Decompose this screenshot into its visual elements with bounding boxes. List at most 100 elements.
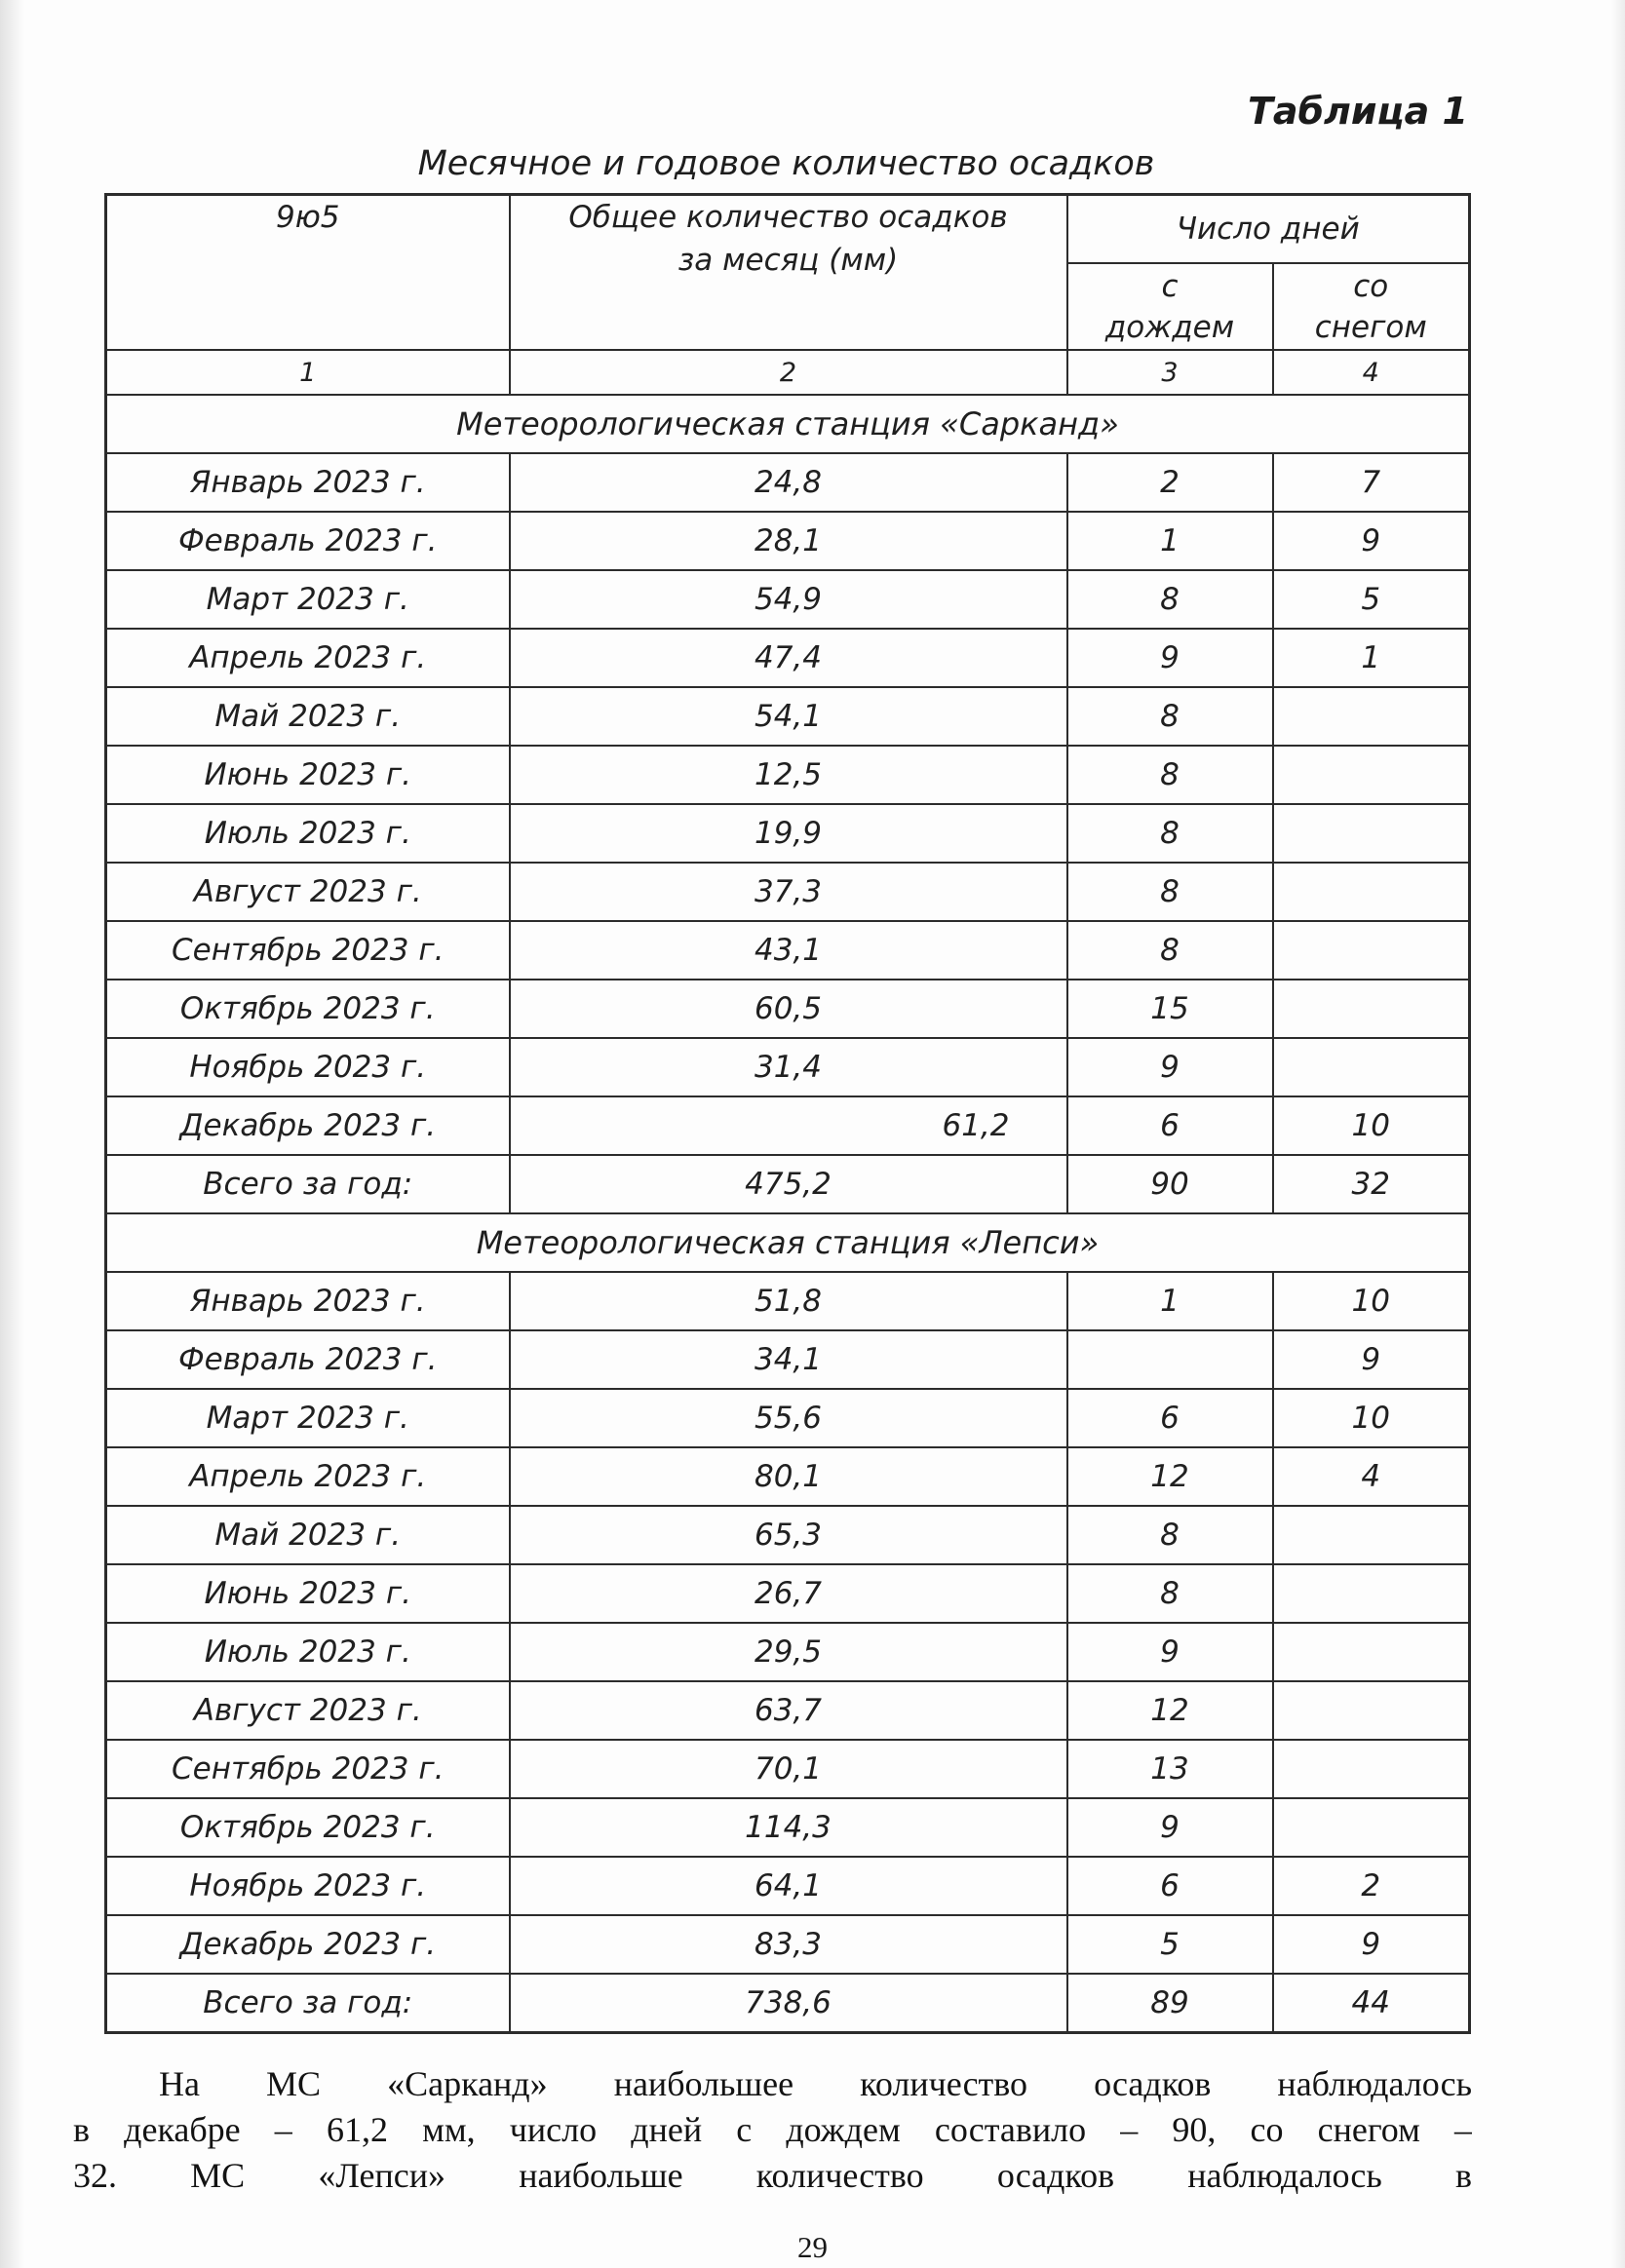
rain-days-cell: 9 [1065, 1797, 1274, 1858]
header-precip-line1: Общее количество осадков [568, 200, 1008, 235]
rain-days-cell: 1 [1065, 1271, 1274, 1331]
snow-days-cell: 9 [1271, 1329, 1471, 1390]
header-snow-line1: со [1353, 268, 1389, 304]
table-row: Июнь 2023 г. 26,7 8 [104, 1563, 1471, 1624]
header-days-group-cell: Число дней [1065, 193, 1471, 264]
header-precip-cell: Общее количество осадков за месяц (мм) [508, 193, 1068, 351]
snow-days-cell [1271, 1739, 1471, 1799]
header-rain-cell: с дождем [1065, 262, 1274, 351]
month-cell: Всего за год: [104, 1973, 511, 2034]
table-row: Июль 2023 г. 19,9 8 [104, 803, 1471, 864]
table-row: Май 2023 г. 65,3 8 [104, 1505, 1471, 1565]
table-row: Ноябрь 2023 г. 31,4 9 [104, 1037, 1471, 1097]
header-row-1: 9ю5 Общее количество осадков за месяц (м… [104, 193, 1471, 351]
table-row: Август 2023 г. 63,7 12 [104, 1680, 1471, 1741]
rain-days-cell: 8 [1065, 862, 1274, 922]
rain-days-cell: 8 [1065, 803, 1274, 864]
column-number-row: 1 2 3 4 [104, 349, 1471, 396]
precip-cell: 55,6 [508, 1388, 1068, 1448]
rain-days-cell: 2 [1065, 452, 1274, 513]
table-row: Сентябрь 2023 г. 43,1 8 [104, 920, 1471, 980]
month-cell: Декабрь 2023 г. [104, 1914, 511, 1975]
month-cell: Март 2023 г. [104, 569, 511, 630]
paragraph-line: На МС «Сарканд» наибольшее количество ос… [159, 2064, 1472, 2103]
precip-cell: 83,3 [508, 1914, 1068, 1975]
table-row: Февраль 2023 г. 28,1 1 9 [104, 511, 1471, 571]
snow-days-cell: 1 [1271, 628, 1471, 688]
snow-days-cell [1271, 686, 1471, 747]
month-cell: Февраль 2023 г. [104, 511, 511, 571]
month-cell: Январь 2023 г. [104, 1271, 511, 1331]
snow-days-cell: 10 [1271, 1388, 1471, 1448]
table-row: Октябрь 2023 г. 114,3 9 [104, 1797, 1471, 1858]
month-cell: Ноябрь 2023 г. [104, 1037, 511, 1097]
header-snow-cell: со снегом [1271, 262, 1471, 351]
precip-cell: 28,1 [508, 511, 1068, 571]
snow-days-cell [1271, 862, 1471, 922]
month-cell: Март 2023 г. [104, 1388, 511, 1448]
precip-cell: 65,3 [508, 1505, 1068, 1565]
header-rain-line2: дождем [1104, 309, 1235, 345]
snow-days-cell: 9 [1271, 1914, 1471, 1975]
snow-days-cell [1271, 1505, 1471, 1565]
month-cell: Сентябрь 2023 г. [104, 920, 511, 980]
month-cell: Апрель 2023 г. [104, 628, 511, 688]
snow-days-cell: 7 [1271, 452, 1471, 513]
month-cell: Август 2023 г. [104, 1680, 511, 1741]
precip-cell: 475,2 [508, 1154, 1068, 1214]
precip-cell: 51,8 [508, 1271, 1068, 1331]
header-row-2: с дождем со снегом [106, 262, 1471, 351]
rain-days-cell: 8 [1065, 569, 1274, 630]
rain-days-cell: 6 [1065, 1096, 1274, 1156]
precip-cell: 114,3 [508, 1797, 1068, 1858]
table-row: Июль 2023 г. 29,5 9 [104, 1622, 1471, 1682]
table-row: Всего за год: 738,6 89 44 [104, 1973, 1471, 2034]
month-cell: Всего за год: [104, 1154, 511, 1214]
table-row: Ноябрь 2023 г. 64,1 6 2 [104, 1856, 1471, 1916]
snow-days-cell [1271, 745, 1471, 805]
table-row: Декабрь 2023 г. 83,3 5 9 [104, 1914, 1471, 1975]
paragraph-line: 32. МС «Лепси» наибольше количество осад… [73, 2156, 1472, 2195]
precipitation-table: 9ю5 Общее количество осадков за месяц (м… [104, 193, 1471, 2034]
rain-days-cell: 9 [1065, 1037, 1274, 1097]
table-row: Октябрь 2023 г. 60,5 15 [104, 979, 1471, 1039]
table-row: Июнь 2023 г. 12,5 8 [104, 745, 1471, 805]
snow-days-cell [1271, 803, 1471, 864]
month-cell: Май 2023 г. [104, 686, 511, 747]
snow-days-cell [1271, 1680, 1471, 1741]
month-cell: Июль 2023 г. [104, 1622, 511, 1682]
table-row: Январь 2023 г. 24,8 2 7 [104, 452, 1471, 513]
column-number-cell: 3 [1065, 349, 1274, 396]
snow-days-cell: 10 [1271, 1271, 1471, 1331]
table-title: Месячное и годовое количество осадков [417, 144, 1155, 183]
table-row: Апрель 2023 г. 47,4 9 1 [104, 628, 1471, 688]
page-number: 29 [797, 2230, 828, 2264]
table-row: Август 2023 г. 37,3 8 [104, 862, 1471, 922]
snow-days-cell [1271, 979, 1471, 1039]
scan-edge-shadow-left [0, 0, 27, 2268]
precip-cell: 26,7 [508, 1563, 1068, 1624]
precip-cell: 64,1 [508, 1856, 1068, 1916]
rain-days-cell: 1 [1065, 511, 1274, 571]
header-precip-line2: за месяц (мм) [677, 243, 899, 278]
precip-cell: 31,4 [508, 1037, 1068, 1097]
rain-days-cell: 9 [1065, 1622, 1274, 1682]
snow-days-cell [1271, 1622, 1471, 1682]
snow-days-cell [1271, 1797, 1471, 1858]
month-cell: Декабрь 2023 г. [104, 1096, 511, 1156]
rain-days-cell: 8 [1065, 1563, 1274, 1624]
paragraph-line: в декабре – 61,2 мм, число дней с дождем… [73, 2110, 1472, 2149]
rain-days-cell: 8 [1065, 745, 1274, 805]
month-cell: Июль 2023 г. [104, 803, 511, 864]
month-cell: Июнь 2023 г. [104, 745, 511, 805]
summary-paragraph: На МС «Сарканд» наибольшее количество ос… [73, 2061, 1472, 2199]
precip-cell: 70,1 [508, 1739, 1068, 1799]
precip-cell: 54,1 [508, 686, 1068, 747]
rain-days-cell: 8 [1065, 1505, 1274, 1565]
month-cell: Октябрь 2023 г. [104, 979, 511, 1039]
table-row: Апрель 2023 г. 80,1 12 4 [104, 1446, 1471, 1507]
column-number-cell: 4 [1271, 349, 1471, 396]
precip-cell: 43,1 [508, 920, 1068, 980]
month-cell: Октябрь 2023 г. [104, 1797, 511, 1858]
rain-days-cell: 15 [1065, 979, 1274, 1039]
